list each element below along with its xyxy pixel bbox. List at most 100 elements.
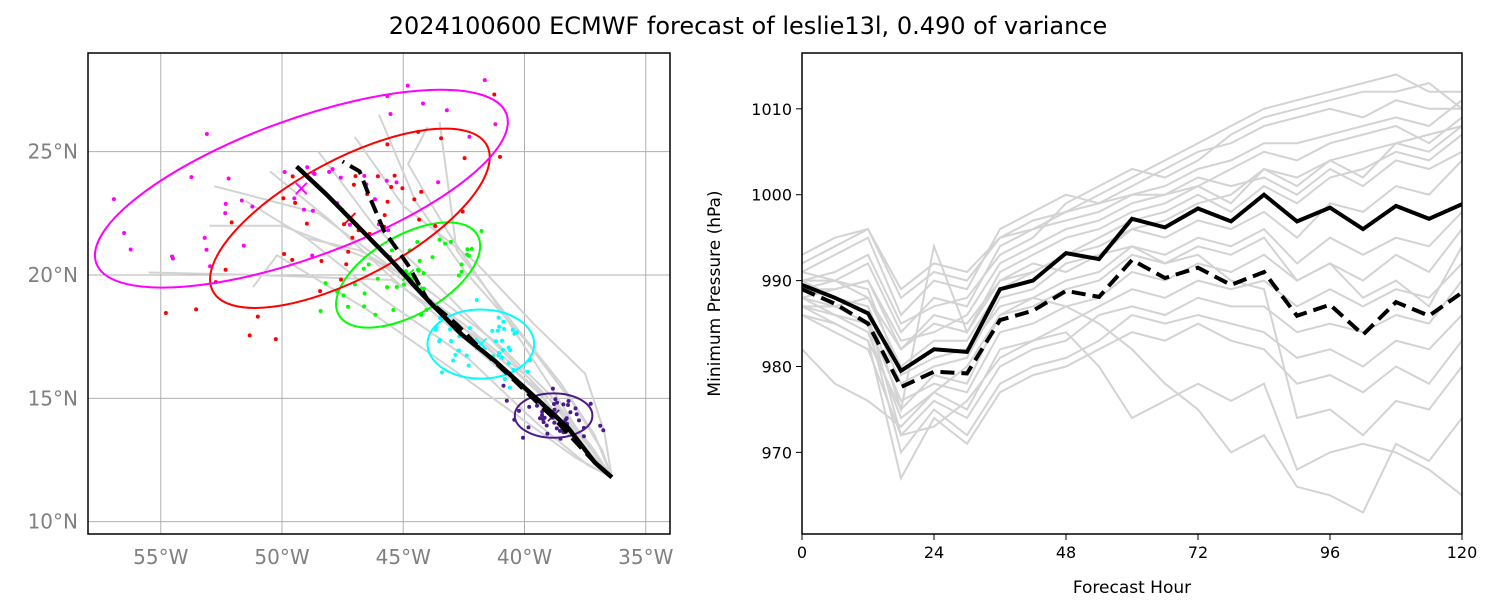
member-pressure-line (802, 99, 1462, 317)
member-pressure-line (802, 116, 1462, 351)
position-point-120h (310, 208, 315, 213)
position-point-24h (581, 434, 586, 439)
member-pressure-line (802, 262, 1462, 420)
position-point-72h (352, 282, 357, 287)
map-lon-tick-label: 45°W (376, 545, 431, 569)
position-point-96h (290, 257, 295, 262)
position-point-72h (375, 276, 380, 281)
y-axis-label: Minimum Pressure (hPa) (705, 190, 725, 396)
position-point-72h (341, 293, 346, 298)
map-frame (87, 52, 671, 535)
position-point-24h (517, 408, 521, 413)
position-point-120h (388, 112, 393, 116)
position-point-48h (496, 353, 501, 358)
position-point-72h (385, 285, 390, 290)
position-point-96h (342, 222, 346, 227)
position-point-72h (459, 262, 464, 267)
pressure-frame (801, 52, 1463, 535)
position-point-120h (327, 169, 332, 174)
position-point-120h (436, 180, 441, 185)
position-point-120h (405, 83, 410, 88)
position-point-96h (318, 289, 323, 294)
position-point-24h (577, 418, 581, 423)
position-point-72h (415, 240, 420, 244)
position-point-24h (540, 413, 544, 417)
position-point-96h (344, 262, 349, 267)
map-lon-tick-label: 35°W (618, 545, 673, 569)
position-point-96h (353, 174, 358, 179)
position-point-96h (412, 197, 417, 202)
position-point-96h (304, 221, 309, 226)
position-point-120h (467, 134, 472, 139)
position-point-24h (552, 420, 557, 425)
map-lat-tick-label: 15°N (28, 386, 78, 410)
position-point-24h (564, 416, 569, 421)
y-tick-label: 990 (761, 272, 792, 291)
map-lat-tick-label: 10°N (28, 510, 78, 534)
position-point-48h (497, 324, 502, 329)
position-point-48h (508, 348, 513, 353)
position-point-24h (588, 401, 593, 406)
x-tick-label: 72 (1188, 543, 1208, 562)
position-point-48h (493, 339, 498, 344)
position-point-96h (433, 224, 438, 228)
position-point-48h (501, 348, 505, 352)
position-point-72h (391, 308, 396, 312)
position-point-48h (451, 358, 456, 363)
position-point-48h (449, 339, 454, 344)
position-point-120h (444, 108, 449, 113)
position-point-48h (507, 385, 512, 390)
position-point-48h (448, 327, 452, 332)
position-point-72h (394, 285, 399, 289)
position-point-120h (482, 78, 487, 83)
x-axis-label: Forecast Hour (1073, 578, 1191, 598)
position-point-24h (552, 407, 557, 412)
position-point-48h (464, 353, 469, 358)
position-point-48h (438, 315, 443, 320)
position-point-24h (573, 406, 578, 411)
position-point-24h (526, 425, 531, 430)
position-point-96h (293, 200, 298, 205)
position-ellipse-24h (513, 392, 594, 439)
position-point-48h (501, 319, 506, 324)
member-pressure-line (802, 99, 1462, 291)
position-point-120h (241, 243, 246, 248)
position-point-96h (462, 156, 467, 161)
position-point-120h (394, 180, 399, 185)
position-point-72h (401, 282, 406, 287)
position-point-120h (189, 175, 194, 180)
position-point-96h (319, 259, 324, 263)
position-point-96h (290, 174, 295, 179)
y-tick-label: 1000 (751, 186, 792, 205)
position-point-120h (330, 167, 335, 172)
position-point-120h (384, 178, 389, 183)
position-center-120h: × (292, 177, 310, 202)
position-point-24h (601, 428, 606, 433)
member-pressure-line (802, 314, 1462, 497)
position-point-120h (226, 176, 231, 181)
position-point-48h (474, 298, 479, 302)
position-point-96h (163, 311, 168, 315)
position-point-96h (389, 185, 394, 189)
position-point-96h (385, 199, 390, 204)
position-point-48h (510, 327, 515, 332)
member-pressure-line (802, 296, 1462, 514)
position-point-72h (437, 237, 442, 242)
member-pressure-line (802, 159, 1462, 386)
position-point-120h (128, 247, 133, 252)
position-point-72h (362, 304, 367, 309)
y-tick-label: 970 (761, 443, 792, 462)
position-point-120h (204, 247, 209, 252)
position-point-96h (419, 189, 424, 194)
position-point-48h (496, 315, 501, 320)
map-plot-area: ××××× (88, 53, 670, 534)
position-point-24h (558, 428, 562, 433)
position-point-120h (202, 235, 207, 240)
position-ellipse-120h (93, 88, 509, 289)
position-point-120h (362, 173, 367, 178)
position-point-120h (223, 201, 228, 206)
map-lon-tick-label: 55°W (133, 545, 188, 569)
position-point-72h (465, 252, 470, 257)
position-point-96h (346, 249, 351, 254)
